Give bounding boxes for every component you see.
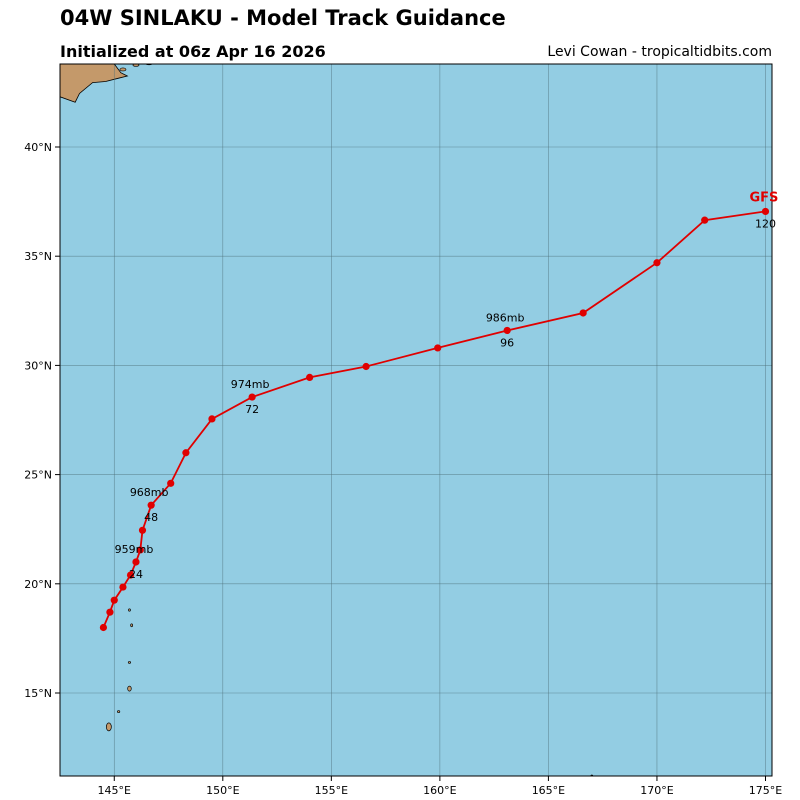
track-point xyxy=(136,546,144,554)
lat-tick-label: 20°N xyxy=(24,578,52,591)
forecast-hour-label: 96 xyxy=(500,336,514,349)
credit-text: Levi Cowan - tropicaltidbits.com xyxy=(547,44,772,60)
lat-tick-label: 25°N xyxy=(24,469,52,482)
track-point xyxy=(701,216,709,224)
track-point xyxy=(248,393,256,401)
pressure-label: 959mb xyxy=(115,543,154,556)
forecast-hour-label: 120 xyxy=(755,217,776,230)
lon-tick-label: 160°E xyxy=(423,784,456,797)
island-8 xyxy=(105,722,112,732)
pressure-label: 986mb xyxy=(486,311,525,324)
lon-tick-label: 155°E xyxy=(315,784,348,797)
forecast-hour-label: 24 xyxy=(129,568,143,581)
lon-tick-label: 170°E xyxy=(640,784,673,797)
track-point xyxy=(106,608,114,616)
track-point xyxy=(434,344,442,352)
track-point xyxy=(126,571,135,579)
track-point xyxy=(362,362,370,371)
track-point xyxy=(503,326,511,335)
lat-tick-label: 40°N xyxy=(24,141,52,154)
track-point xyxy=(208,415,216,423)
island-0 xyxy=(119,67,127,72)
island-4 xyxy=(130,623,133,628)
track-point xyxy=(119,583,127,591)
lat-tick-label: 30°N xyxy=(24,359,52,372)
island-3 xyxy=(128,608,131,612)
init-time-subtitle: Initialized at 06z Apr 16 2026 xyxy=(60,42,326,61)
island-5 xyxy=(127,661,132,664)
track-point xyxy=(138,526,147,534)
forecast-hour-label: 72 xyxy=(245,403,259,416)
forecast-hour-label: 48 xyxy=(144,511,158,524)
pressure-label: 968mb xyxy=(130,486,169,499)
lat-tick-label: 35°N xyxy=(24,250,52,263)
ocean-background xyxy=(60,64,772,776)
lon-tick-label: 150°E xyxy=(206,784,239,797)
lon-tick-label: 165°E xyxy=(532,784,565,797)
lon-tick-label: 145°E xyxy=(98,784,131,797)
model-name-label: GFS xyxy=(749,190,778,205)
track-point xyxy=(132,558,140,566)
lat-tick-label: 15°N xyxy=(24,687,52,700)
track-point xyxy=(653,259,661,267)
island-1 xyxy=(132,64,140,67)
track-point xyxy=(579,309,587,317)
island-7 xyxy=(117,710,121,713)
lon-tick-label: 175°E xyxy=(749,784,782,797)
track-point xyxy=(110,596,118,604)
track-point xyxy=(761,207,770,216)
track-point xyxy=(306,373,314,382)
page-title: 04W SINLAKU - Model Track Guidance xyxy=(60,6,506,30)
island-6 xyxy=(127,685,132,692)
track-point xyxy=(167,479,175,487)
track-point xyxy=(147,501,155,509)
pressure-label: 974mb xyxy=(231,378,270,391)
land-hokkaido xyxy=(60,64,129,103)
track-point xyxy=(99,623,108,632)
track-point xyxy=(182,449,190,457)
map-frame xyxy=(59,63,773,777)
